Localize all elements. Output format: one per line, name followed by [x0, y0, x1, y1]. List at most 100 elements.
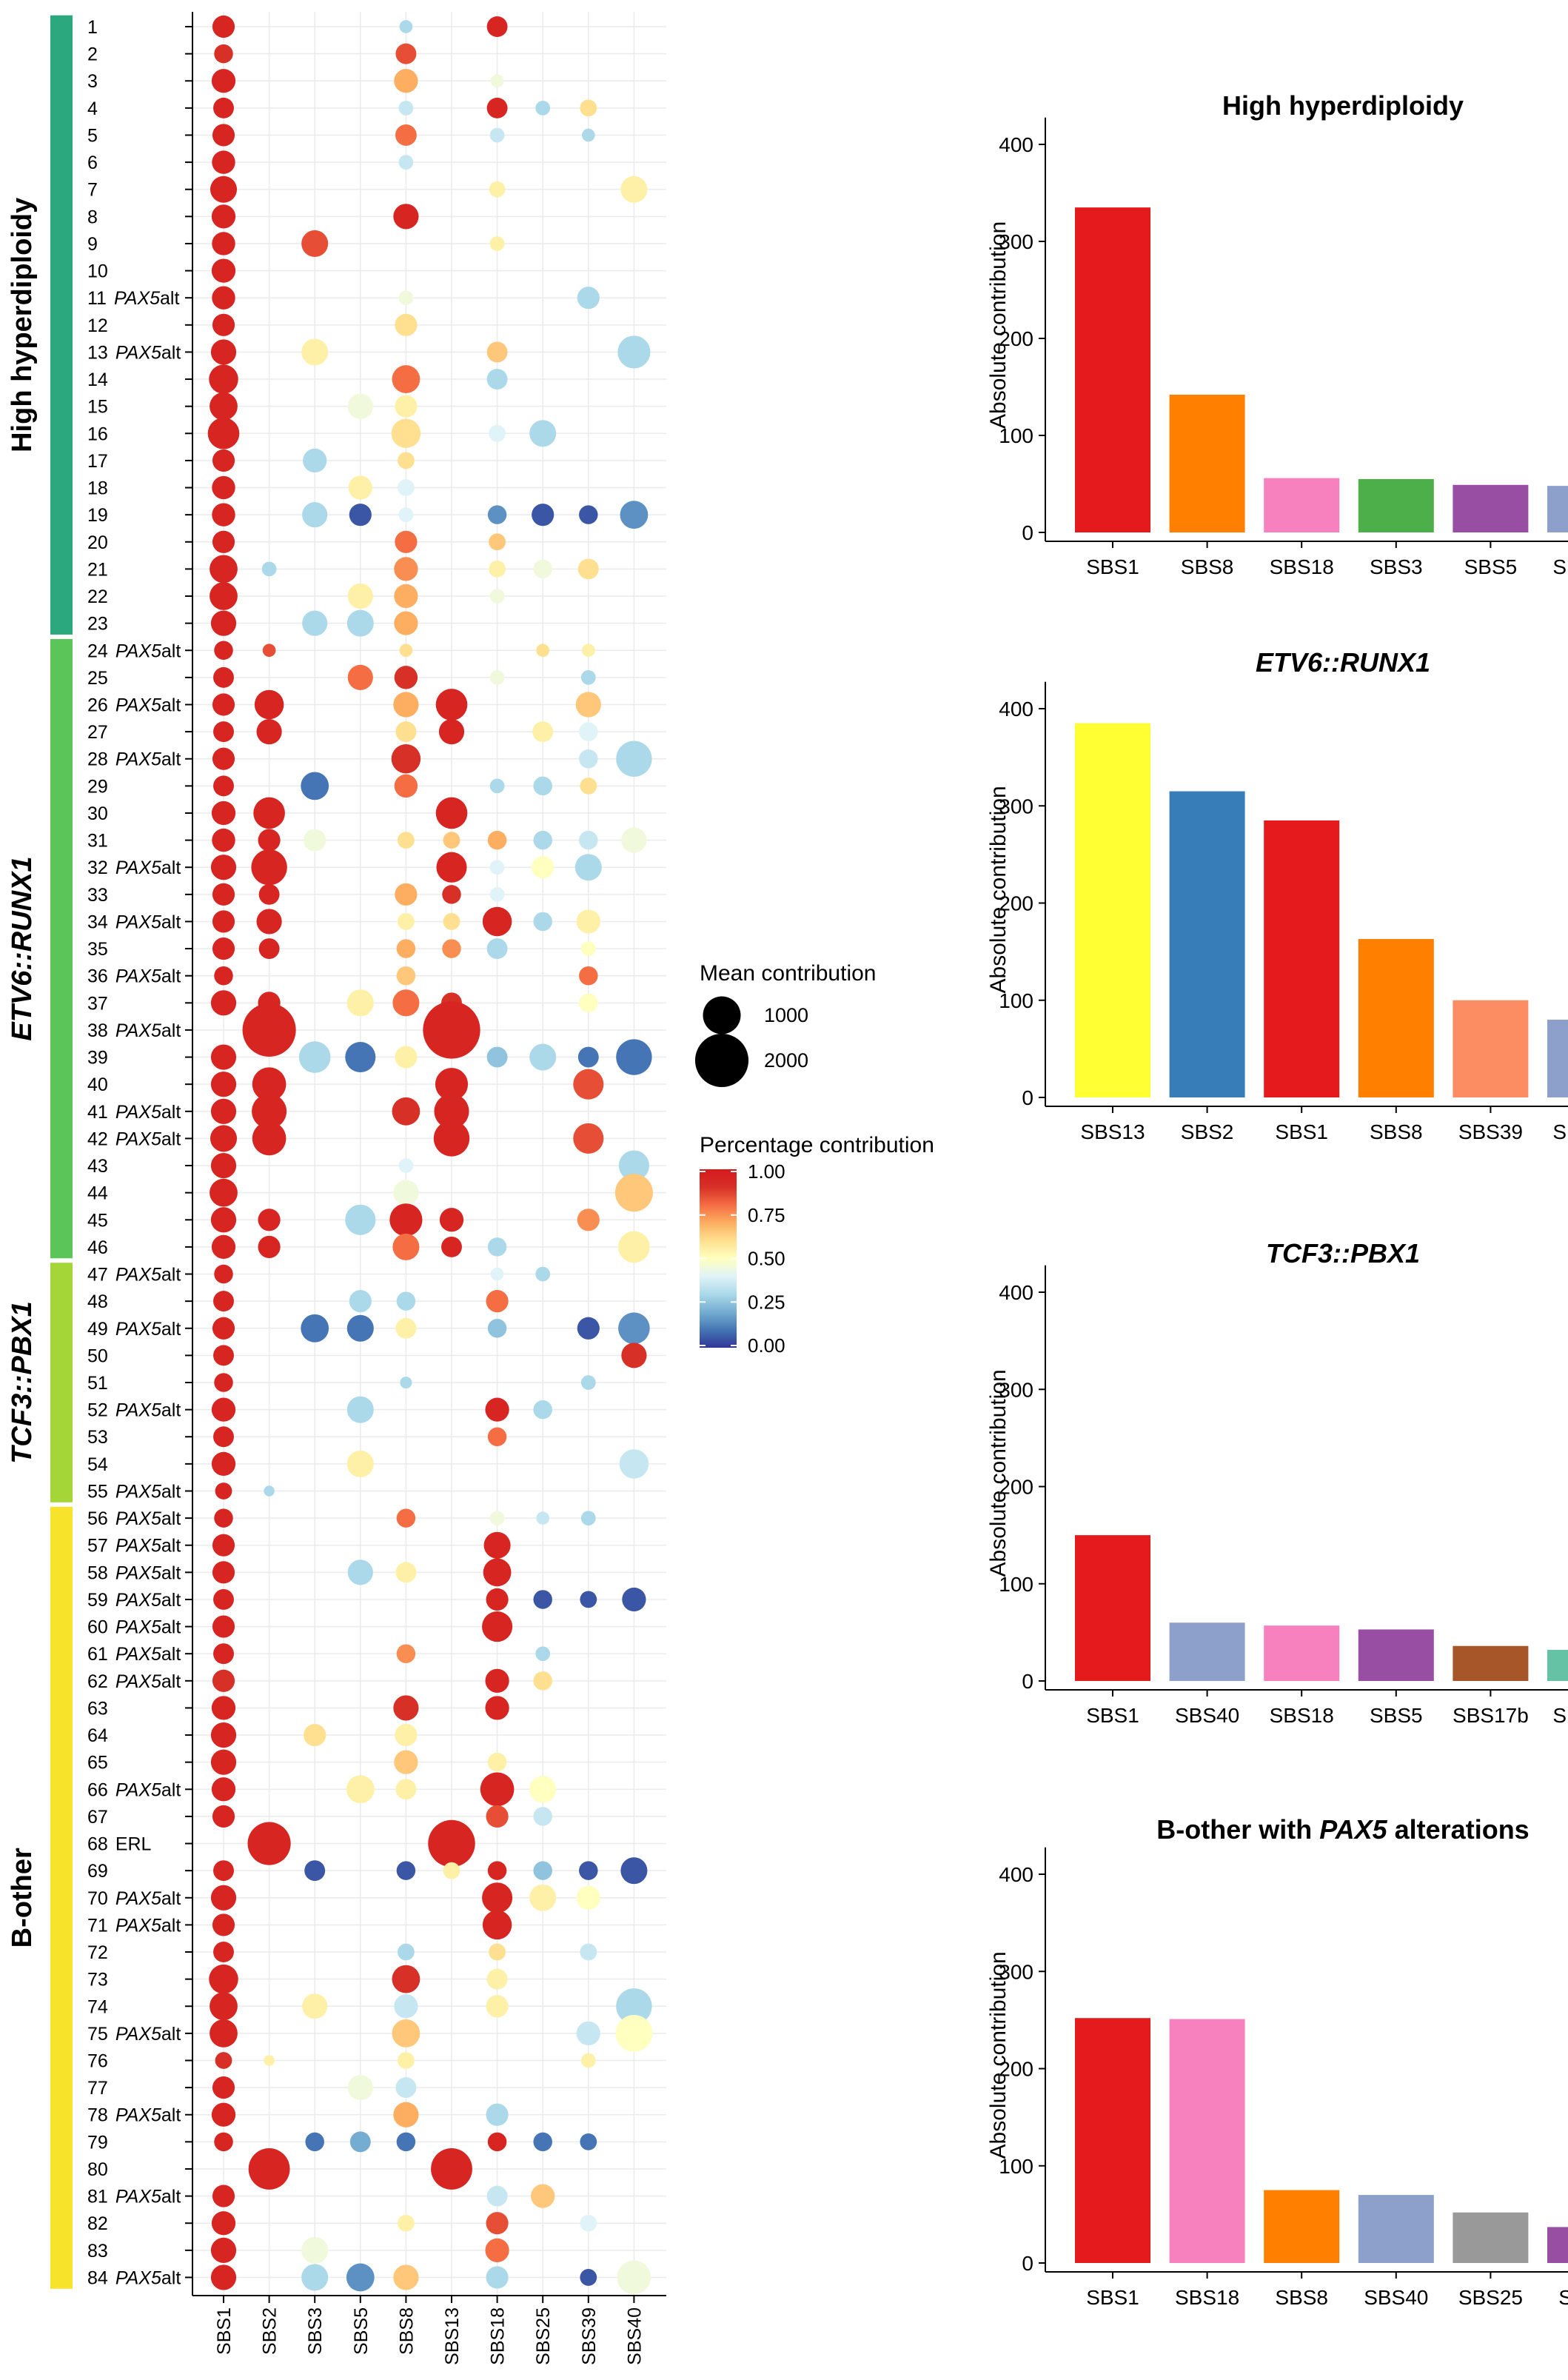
bubble	[212, 1615, 235, 1638]
bubble	[395, 883, 418, 906]
bubble	[302, 1993, 328, 2019]
bubble	[210, 1125, 238, 1152]
bubble	[616, 741, 652, 777]
bubble	[212, 530, 235, 553]
bubble	[395, 1779, 417, 1800]
title-part: B-other with	[1156, 1814, 1319, 1845]
row-id: 55	[87, 1481, 108, 1502]
bubble	[214, 2132, 233, 2152]
row-tag-suffix: alt	[161, 912, 181, 932]
bubble	[395, 43, 417, 64]
row-tag-suffix: alt	[161, 641, 181, 661]
bar-x-tick-label: SBS1	[1086, 2286, 1139, 2309]
bubble	[532, 856, 555, 879]
row-label: 47 PAX5alt	[87, 1265, 181, 1286]
bubble	[482, 1910, 512, 1940]
bubble	[212, 1913, 235, 1936]
row-label: 40	[87, 1074, 108, 1095]
bar-panel-title: B-other with PAX5 alterations	[1156, 1814, 1529, 1845]
bubble	[580, 2053, 596, 2068]
row-tag-suffix: alt	[161, 1617, 181, 1638]
bubble	[213, 1588, 234, 1610]
row-label: 1	[87, 17, 98, 38]
row-label: 7	[87, 180, 98, 201]
bubble	[398, 155, 414, 170]
bubble	[209, 1964, 238, 1994]
bubble	[435, 689, 468, 721]
bubble	[210, 1152, 237, 1179]
bubble	[392, 1233, 420, 1260]
bubble	[304, 1723, 326, 1747]
row-label: 2	[87, 44, 98, 65]
bar	[1075, 2018, 1150, 2263]
x-tick-label: SBS8	[396, 2307, 417, 2355]
bubble	[396, 1291, 416, 1311]
bubble	[443, 832, 460, 849]
row-tag-suffix: alt	[161, 1644, 181, 1665]
bubble	[580, 2269, 597, 2286]
row-id: 20	[87, 532, 108, 553]
x-tick-label: SBS2	[260, 2307, 281, 2355]
bubble	[304, 1860, 326, 1882]
bubble	[391, 743, 421, 774]
bubble	[533, 559, 552, 579]
row-id: 33	[87, 885, 108, 906]
row-label: 44	[87, 1183, 108, 1204]
bubble	[398, 832, 415, 849]
row-tag-suffix: alt	[161, 1020, 181, 1041]
bar-x-tick-label: SBS39	[1458, 1120, 1523, 1143]
bubble	[579, 966, 598, 986]
bar-y-tick-label: 200	[999, 1476, 1033, 1499]
row-label: 62 PAX5alt	[87, 1671, 181, 1692]
title-part: alterations	[1387, 1814, 1530, 1845]
bar-x-tick-label: SBS1	[1275, 1120, 1328, 1143]
bubble	[392, 989, 420, 1017]
color-legend-label: 0.25	[748, 1291, 785, 1313]
bubble	[579, 830, 598, 850]
row-id: 25	[87, 668, 108, 689]
row-id: 64	[87, 1725, 108, 1746]
bubble	[346, 1775, 375, 1804]
bubble	[301, 2236, 329, 2264]
row-label: 51	[87, 1373, 108, 1394]
row-id: 51	[87, 1373, 108, 1394]
row-tag: PAX5	[115, 1779, 161, 1800]
bar-y-tick-label: 0	[1022, 1086, 1033, 1109]
bubble	[258, 1235, 281, 1258]
bar	[1264, 820, 1340, 1097]
row-id: 50	[87, 1346, 108, 1366]
bubble	[615, 2015, 653, 2052]
bubble	[304, 829, 326, 852]
row-id: 48	[87, 1291, 108, 1312]
bubble	[617, 335, 651, 369]
bubble	[392, 1097, 421, 1126]
bubble	[489, 860, 505, 875]
row-id: 22	[87, 586, 108, 607]
bubble	[209, 364, 238, 394]
bubble	[620, 1857, 648, 1885]
bubble	[393, 2102, 419, 2127]
x-tick-label: SBS5	[351, 2307, 372, 2355]
bar-y-tick-label: 0	[1022, 521, 1033, 544]
bubble	[398, 290, 414, 306]
row-id: 69	[87, 1861, 108, 1882]
row-label: 61 PAX5alt	[87, 1644, 181, 1665]
row-tag-suffix: alt	[161, 2267, 181, 2288]
bubble	[580, 1375, 596, 1390]
color-legend-bar	[700, 1169, 737, 1348]
row-id: 29	[87, 776, 108, 797]
row-label: 58 PAX5alt	[87, 1562, 181, 1583]
bubble	[211, 1397, 236, 1422]
bubble	[392, 2019, 421, 2048]
row-id: 67	[87, 1807, 108, 1828]
row-tag: PAX5	[115, 1129, 161, 1149]
row-id: 13	[87, 342, 108, 363]
bubble	[620, 501, 649, 529]
row-label: 64	[87, 1725, 108, 1746]
bubble	[212, 124, 235, 147]
bubble	[349, 504, 372, 527]
size-legend-title: Mean contribution	[700, 961, 876, 986]
x-tick-label: SBS1	[214, 2307, 235, 2355]
row-tag-suffix: alt	[161, 1562, 181, 1583]
bar-x-tick-label: SBS40	[1552, 555, 1568, 578]
